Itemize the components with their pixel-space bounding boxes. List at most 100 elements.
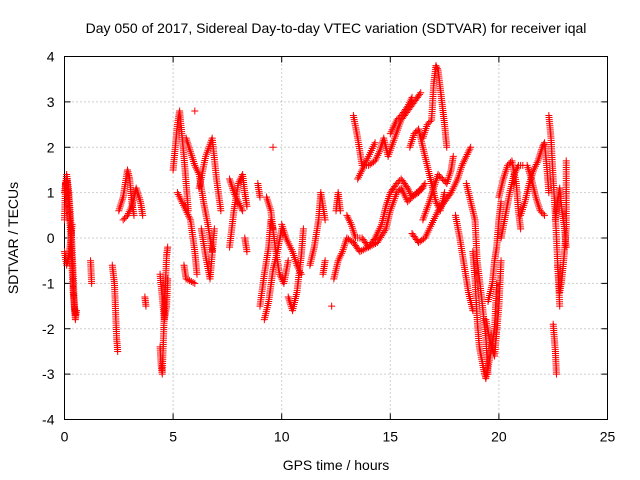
data-point xyxy=(186,146,194,154)
data-point xyxy=(433,63,441,71)
data-point xyxy=(423,121,431,129)
data-point xyxy=(501,169,509,177)
data-point xyxy=(338,249,346,257)
data-point xyxy=(440,177,448,185)
data-point xyxy=(115,207,123,215)
data-point xyxy=(356,248,364,256)
data-point xyxy=(299,225,307,233)
data-point xyxy=(243,202,251,210)
data-point xyxy=(297,270,305,278)
data-point xyxy=(463,151,471,159)
chart-title: Day 050 of 2017, Sidereal Day-to-day VTE… xyxy=(86,20,587,36)
data-point xyxy=(164,243,172,251)
data-point xyxy=(243,248,251,256)
data-point xyxy=(355,173,363,181)
data-point xyxy=(497,257,505,265)
data-point xyxy=(371,139,379,147)
data-point xyxy=(265,201,273,209)
data-point xyxy=(119,216,127,224)
data-point xyxy=(407,95,415,103)
x-tick-label: 10 xyxy=(274,429,290,445)
data-point xyxy=(119,195,127,203)
data-point xyxy=(534,201,542,209)
data-point xyxy=(328,302,336,310)
data-point xyxy=(406,97,414,105)
data-point xyxy=(235,200,243,208)
data-point xyxy=(523,161,531,169)
data-point xyxy=(350,228,358,236)
data-point xyxy=(497,198,505,206)
data-point xyxy=(443,143,451,151)
data-point xyxy=(510,170,518,178)
data-point xyxy=(176,194,184,202)
data-point xyxy=(436,172,444,180)
data-point xyxy=(184,276,192,284)
data-point xyxy=(404,102,412,110)
data-point xyxy=(445,172,453,180)
data-point xyxy=(500,171,508,179)
data-point xyxy=(186,148,194,156)
data-point xyxy=(186,214,194,222)
data-point xyxy=(374,151,382,159)
data-point xyxy=(345,215,353,223)
plot-grid xyxy=(64,56,608,420)
data-point xyxy=(130,211,138,219)
data-point xyxy=(533,197,541,205)
data-point xyxy=(230,189,238,197)
x-tick-label: 5 xyxy=(169,429,177,445)
data-point xyxy=(62,178,70,186)
data-point xyxy=(438,175,446,183)
data-point xyxy=(173,189,181,197)
data-point xyxy=(417,89,425,97)
data-point xyxy=(394,115,402,123)
y-tick-label: 1 xyxy=(47,185,55,201)
data-point xyxy=(466,145,474,153)
data-point xyxy=(296,268,304,276)
data-point xyxy=(237,203,245,211)
data-point xyxy=(405,99,413,107)
data-point xyxy=(349,226,357,234)
data-point xyxy=(116,203,124,211)
data-point xyxy=(545,189,553,197)
data-point xyxy=(373,153,381,161)
data-point xyxy=(500,173,508,181)
data-point xyxy=(192,163,200,171)
data-point xyxy=(346,219,354,227)
data-point xyxy=(180,201,188,209)
data-point xyxy=(117,201,125,209)
data-point xyxy=(181,205,189,213)
data-point xyxy=(533,159,541,167)
y-tick-label: 3 xyxy=(47,94,55,110)
data-point xyxy=(381,227,389,235)
data-point xyxy=(460,158,468,166)
data-point xyxy=(235,178,243,186)
data-point xyxy=(354,175,362,183)
data-point xyxy=(514,163,522,171)
data-point xyxy=(337,251,345,259)
data-point xyxy=(340,242,348,250)
data-point xyxy=(393,180,401,188)
data-point xyxy=(375,150,383,158)
data-point xyxy=(296,267,304,275)
data-point xyxy=(432,62,440,70)
data-point xyxy=(187,150,195,158)
data-point xyxy=(231,190,239,198)
data-point xyxy=(278,220,286,228)
data-point xyxy=(114,347,122,355)
data-point xyxy=(335,255,343,263)
data-point xyxy=(295,265,303,273)
data-point xyxy=(184,210,192,218)
data-point xyxy=(394,187,402,195)
data-point xyxy=(461,154,469,162)
data-point xyxy=(234,198,242,206)
data-point xyxy=(232,192,240,200)
data-point xyxy=(532,195,540,203)
y-tick-label: 0 xyxy=(47,230,55,246)
data-point xyxy=(359,246,367,254)
data-point xyxy=(234,180,242,188)
data-point xyxy=(284,293,292,301)
data-point xyxy=(455,169,463,177)
data-point xyxy=(517,225,525,233)
data-point xyxy=(189,278,197,286)
data-point xyxy=(321,216,329,224)
